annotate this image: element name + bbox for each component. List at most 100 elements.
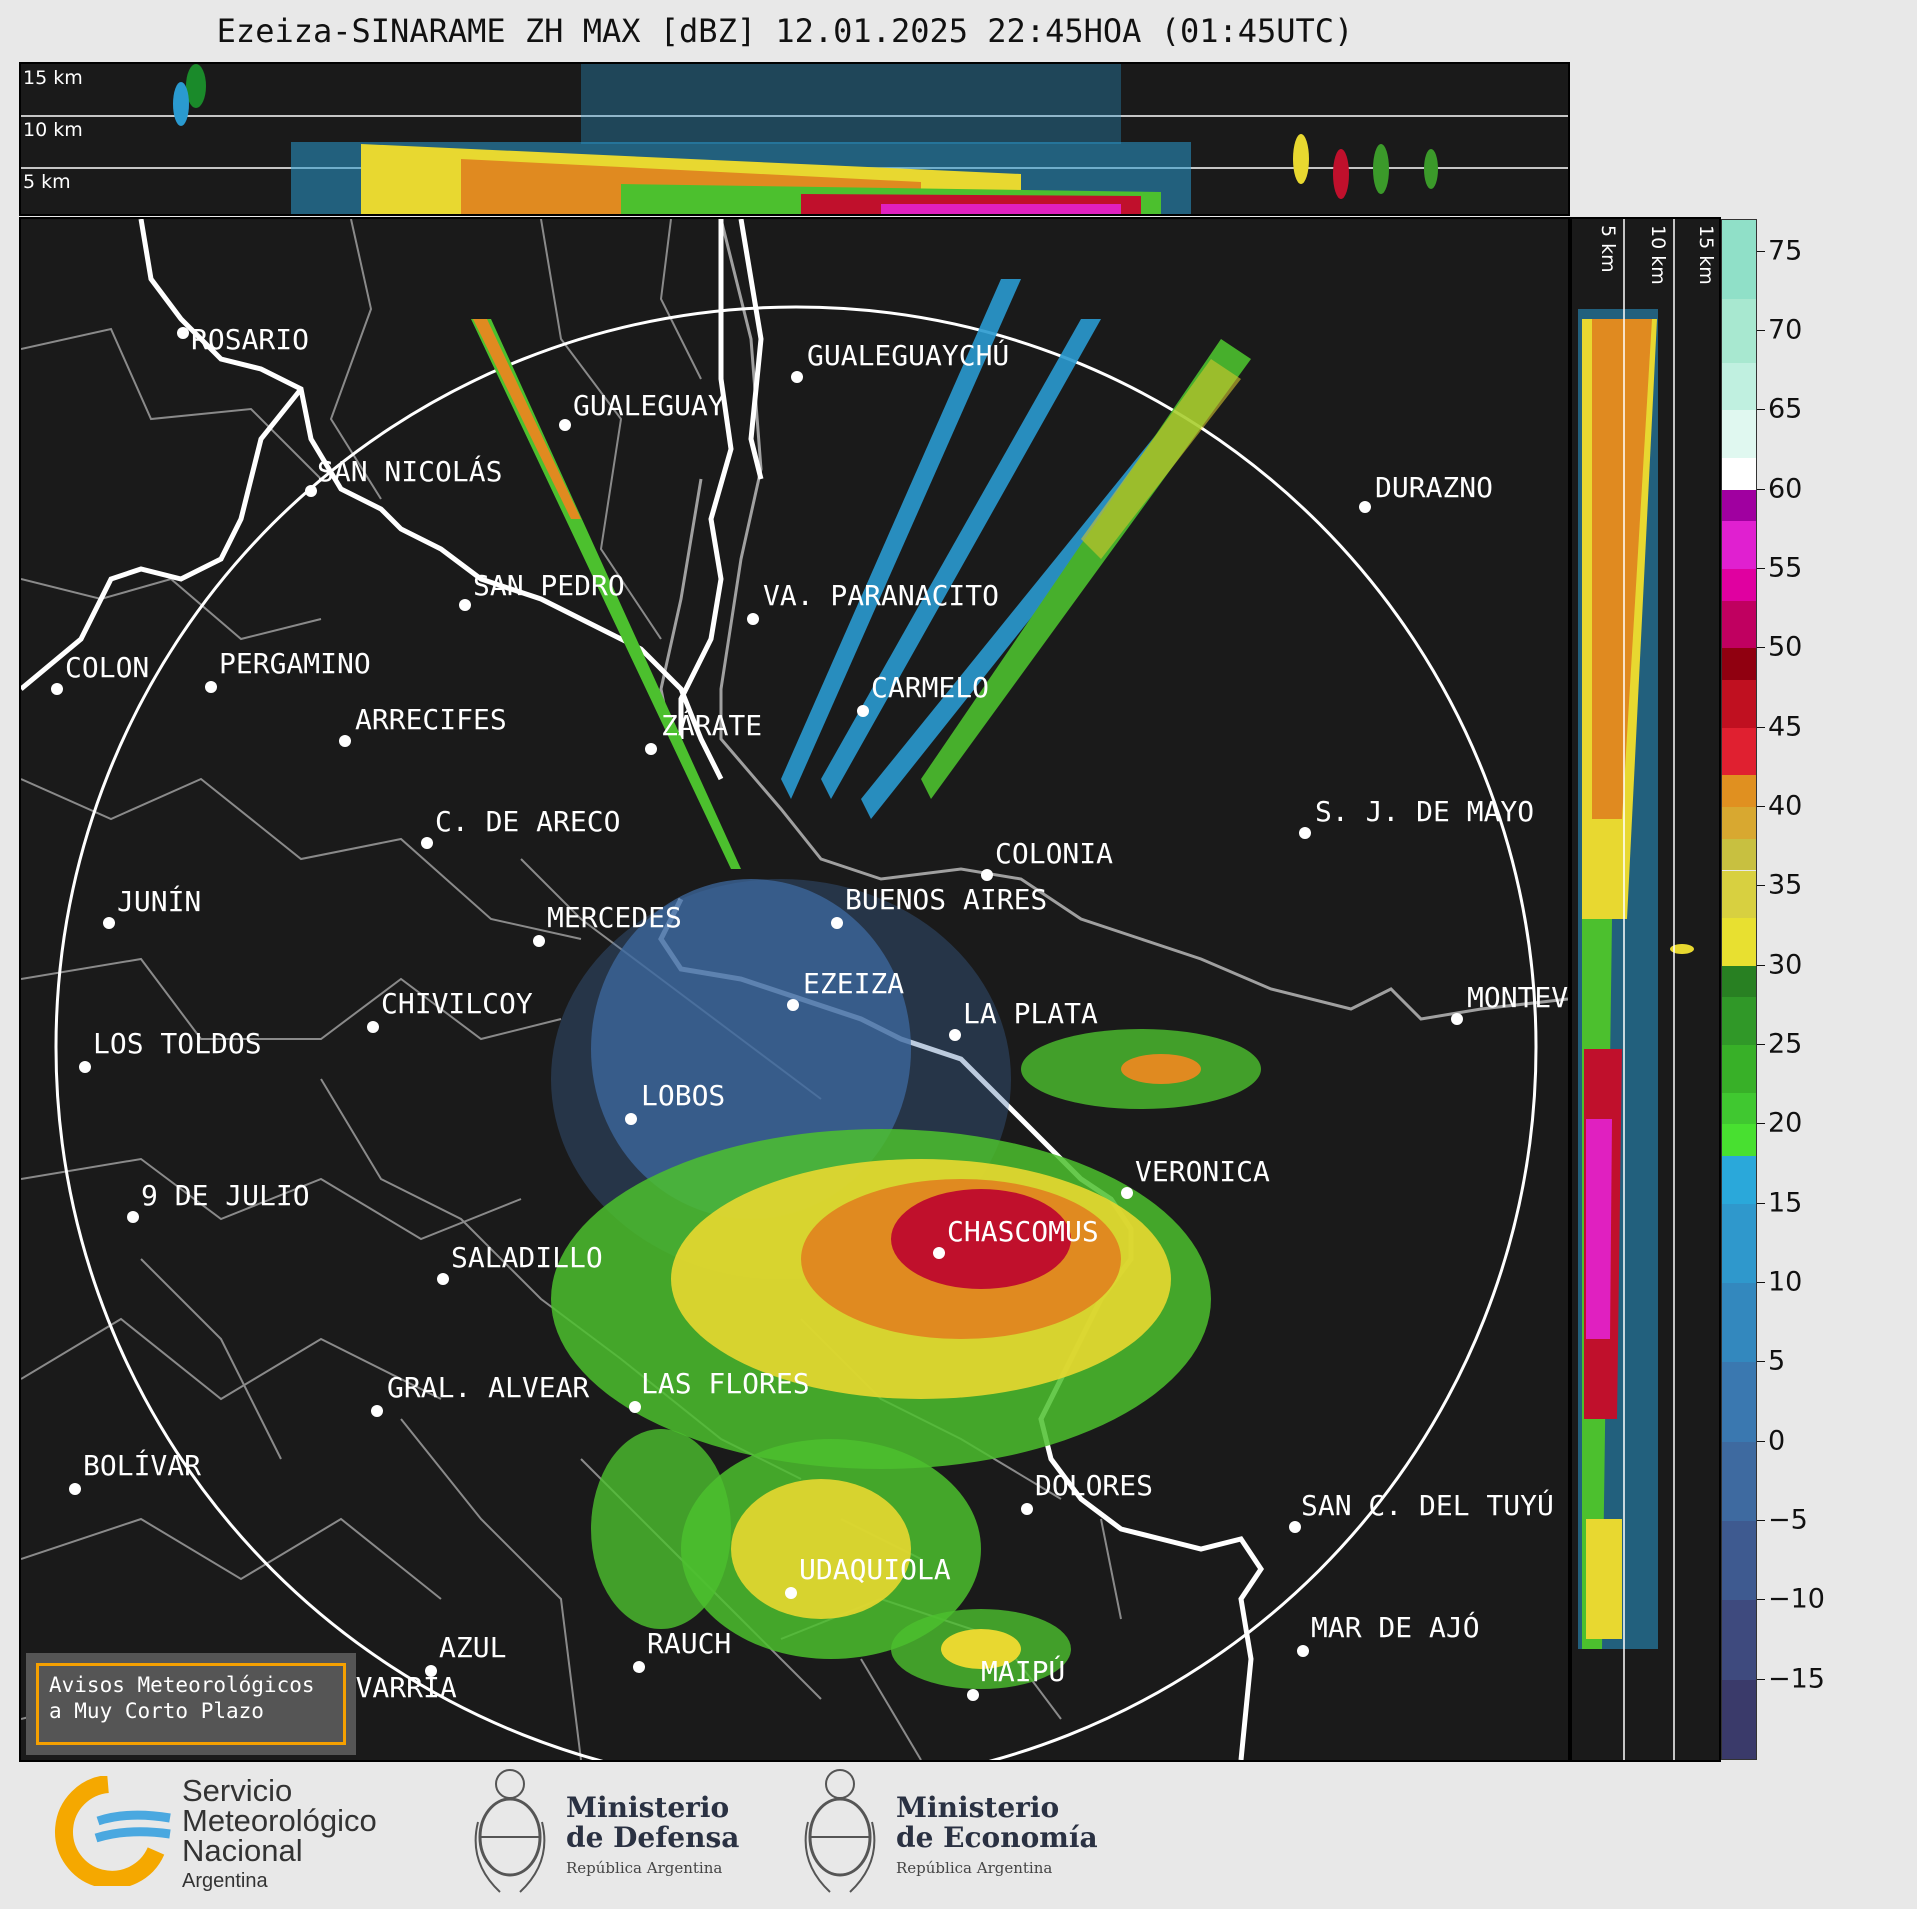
- colorbar-tick-label: 60: [1768, 473, 1803, 505]
- colorbar-tick-label: 25: [1768, 1028, 1803, 1060]
- colorbar-tick-label: 5: [1768, 1345, 1786, 1377]
- city-label-junin: JUNÍN: [117, 884, 201, 918]
- storm-cell-south: [591, 1429, 1071, 1689]
- colorbar-segment: [1722, 838, 1756, 871]
- city-label-los-toldos: LOS TOLDOS: [93, 1027, 262, 1060]
- colorbar-tick-label: 70: [1768, 314, 1803, 346]
- colorbar-tick-label: 40: [1768, 790, 1803, 822]
- city-labels: ROSARIO GUALEGUAYCHÚ GUALEGUAY SAN NICOL…: [65, 323, 1568, 1704]
- side-height-label-15: 15 km: [1695, 225, 1717, 285]
- city-label-colon: COLON: [65, 651, 149, 684]
- colorbar-segment: [1722, 600, 1756, 649]
- smn-line1: Servicio: [182, 1773, 293, 1808]
- colorbar-segment: [1722, 1156, 1756, 1204]
- colorbar-tick-mark: [1757, 330, 1765, 332]
- colorbar-segment: [1722, 680, 1756, 728]
- colorbar-segment: [1722, 1045, 1756, 1093]
- city-label-zarate: ZÁRATE: [661, 708, 762, 742]
- defensa-line1: Ministerio: [566, 1791, 730, 1824]
- city-label-maipu: MAIPÚ: [981, 1654, 1065, 1688]
- top-cross-section-panel: 15 km 10 km 5 km: [19, 62, 1570, 216]
- smn-line3: Nacional: [182, 1833, 303, 1868]
- defensa-line2: de Defensa: [566, 1821, 740, 1854]
- economia-name: Ministerio de Economía República Argenti…: [896, 1793, 1098, 1883]
- city-label-las-flores: LAS FLORES: [641, 1367, 810, 1400]
- colorbar-segment: [1722, 1362, 1756, 1442]
- city-label-mercedes: MERCEDES: [547, 901, 682, 934]
- map-title: Ezeiza-SINARAME ZH MAX [dBZ] 12.01.2025 …: [216, 12, 1354, 50]
- colorbar-segment: [1722, 1600, 1756, 1680]
- colorbar-tick-mark: [1757, 1361, 1765, 1363]
- colorbar-tick-label: 20: [1768, 1107, 1803, 1139]
- colorbar-tick-mark: [1757, 1440, 1765, 1442]
- colorbar-tick-mark: [1757, 726, 1765, 728]
- top-cross-section-plot: 15 km 10 km 5 km: [21, 64, 1568, 214]
- city-label-ezeiza: EZEIZA: [803, 967, 904, 1000]
- city-label-saladillo: SALADILLO: [451, 1241, 603, 1274]
- colorbar-tick-label: 45: [1768, 711, 1803, 743]
- colorbar-segment: [1722, 521, 1756, 570]
- colorbar-tick-mark: [1757, 409, 1765, 411]
- colorbar-tick-label: −15: [1768, 1663, 1825, 1695]
- colorbar-segment: [1722, 870, 1756, 919]
- colorbar-tick-label: 15: [1768, 1187, 1803, 1219]
- economia-line3: República Argentina: [896, 1859, 1053, 1877]
- colorbar-segment: [1722, 997, 1756, 1046]
- defensa-name: Ministerio de Defensa República Argentin…: [566, 1793, 739, 1883]
- colorbar-tick-label: 10: [1768, 1266, 1803, 1298]
- city-label-lobos: LOBOS: [641, 1079, 725, 1112]
- colorbar-tick-mark: [1757, 964, 1765, 966]
- colorbar-segment: [1722, 1283, 1756, 1363]
- aviso-line1: Avisos Meteorológicos: [49, 1673, 315, 1697]
- top-height-label-10: 10 km: [23, 119, 83, 141]
- storm-cell-chascomus: [551, 1029, 1261, 1469]
- colorbar-segment: [1722, 807, 1756, 839]
- colorbar-segment: [1722, 1521, 1756, 1601]
- colorbar-segment: [1722, 489, 1756, 522]
- city-label-san-nicolas: SAN NICOLÁS: [317, 454, 502, 488]
- colorbar-segment: [1722, 1124, 1756, 1157]
- colorbar-tick-mark: [1757, 1202, 1765, 1204]
- smn-line4: Argentina: [182, 1870, 268, 1892]
- colorbar-tick-label: 55: [1768, 552, 1803, 584]
- side-cross-section-panel: 5 km 10 km 15 km: [1570, 217, 1721, 1762]
- smn-logo-icon: [55, 1776, 171, 1886]
- colorbar-tick-mark: [1757, 647, 1765, 649]
- top-height-label-5: 5 km: [23, 171, 71, 193]
- ne-streaks: [781, 279, 1251, 819]
- city-label-montevideo: MONTEVIDEO: [1467, 981, 1568, 1014]
- colorbar-segment: [1722, 965, 1756, 998]
- colorbar-segment: [1722, 220, 1756, 300]
- top-echo-band: [173, 64, 1438, 214]
- city-label-arrecifes: ARRECIFES: [355, 703, 507, 736]
- city-label-chascomus: CHASCOMUS: [947, 1215, 1099, 1248]
- colorbar-segment: [1722, 1203, 1756, 1284]
- colorbar-tick-label: 0: [1768, 1425, 1786, 1457]
- colorbar-tick-label: 75: [1768, 235, 1803, 267]
- city-label-udaquiola: UDAQUIOLA: [799, 1553, 951, 1586]
- colorbar-tick-label: 30: [1768, 949, 1803, 981]
- city-label-sj-de-mayo: S. J. DE MAYO: [1315, 795, 1534, 828]
- city-label-chivilcoy: CHIVILCOY: [381, 987, 533, 1020]
- top-height-label-15: 15 km: [23, 67, 83, 89]
- smn-line2: Meteorológico: [182, 1803, 377, 1838]
- city-label-gral-alvear: GRAL. ALVEAR: [387, 1371, 589, 1404]
- radar-map-panel: ROSARIO GUALEGUAYCHÚ GUALEGUAY SAN NICOL…: [19, 217, 1570, 1762]
- city-label-bolivar: BOLÍVAR: [83, 1448, 201, 1482]
- colorbar-tick-mark: [1757, 568, 1765, 570]
- city-label-carmelo: CARMELO: [871, 671, 989, 704]
- colorbar-tick-label: −5: [1768, 1504, 1808, 1536]
- city-label-durazno: DURAZNO: [1375, 471, 1493, 504]
- colorbar-tick-label: 35: [1768, 869, 1803, 901]
- colorbar-tick-mark: [1757, 250, 1765, 252]
- city-label-rauch: RAUCH: [647, 1627, 731, 1660]
- aviso-box[interactable]: Avisos Meteorológicos a Muy Corto Plazo: [26, 1653, 356, 1755]
- city-label-azul: AZUL: [439, 1631, 506, 1664]
- colorbar-segment: [1722, 1441, 1756, 1521]
- city-label-veronica: VERONICA: [1135, 1155, 1270, 1188]
- city-label-gualeguaychu: GUALEGUAYCHÚ: [807, 338, 1009, 372]
- coat-of-arms-icon: [804, 1769, 876, 1893]
- colorbar-tick-label: −10: [1768, 1583, 1825, 1615]
- colorbar-segment: [1722, 299, 1756, 363]
- colorbar-segment: [1722, 1679, 1756, 1759]
